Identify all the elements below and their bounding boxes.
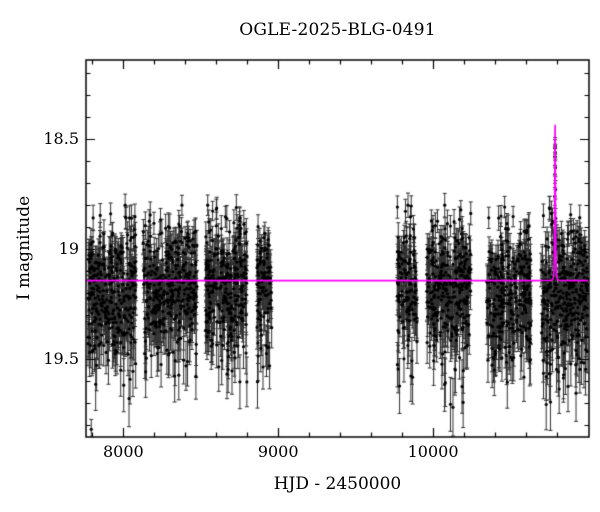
chart-title: OGLE-2025-BLG-0491 [239,20,436,40]
y-tick-label-18.5: 18.5 [43,129,79,149]
y-tick-label-19.5: 19.5 [43,349,79,368]
x-tick-label-8000: 8000 [102,442,144,461]
x-axis-label: HJD - 2450000 [273,474,402,494]
x-tick-label-10000: 10000 [407,442,459,461]
x-tick-label-9000: 9000 [257,442,299,461]
y-tick-label-19: 19 [58,239,79,259]
